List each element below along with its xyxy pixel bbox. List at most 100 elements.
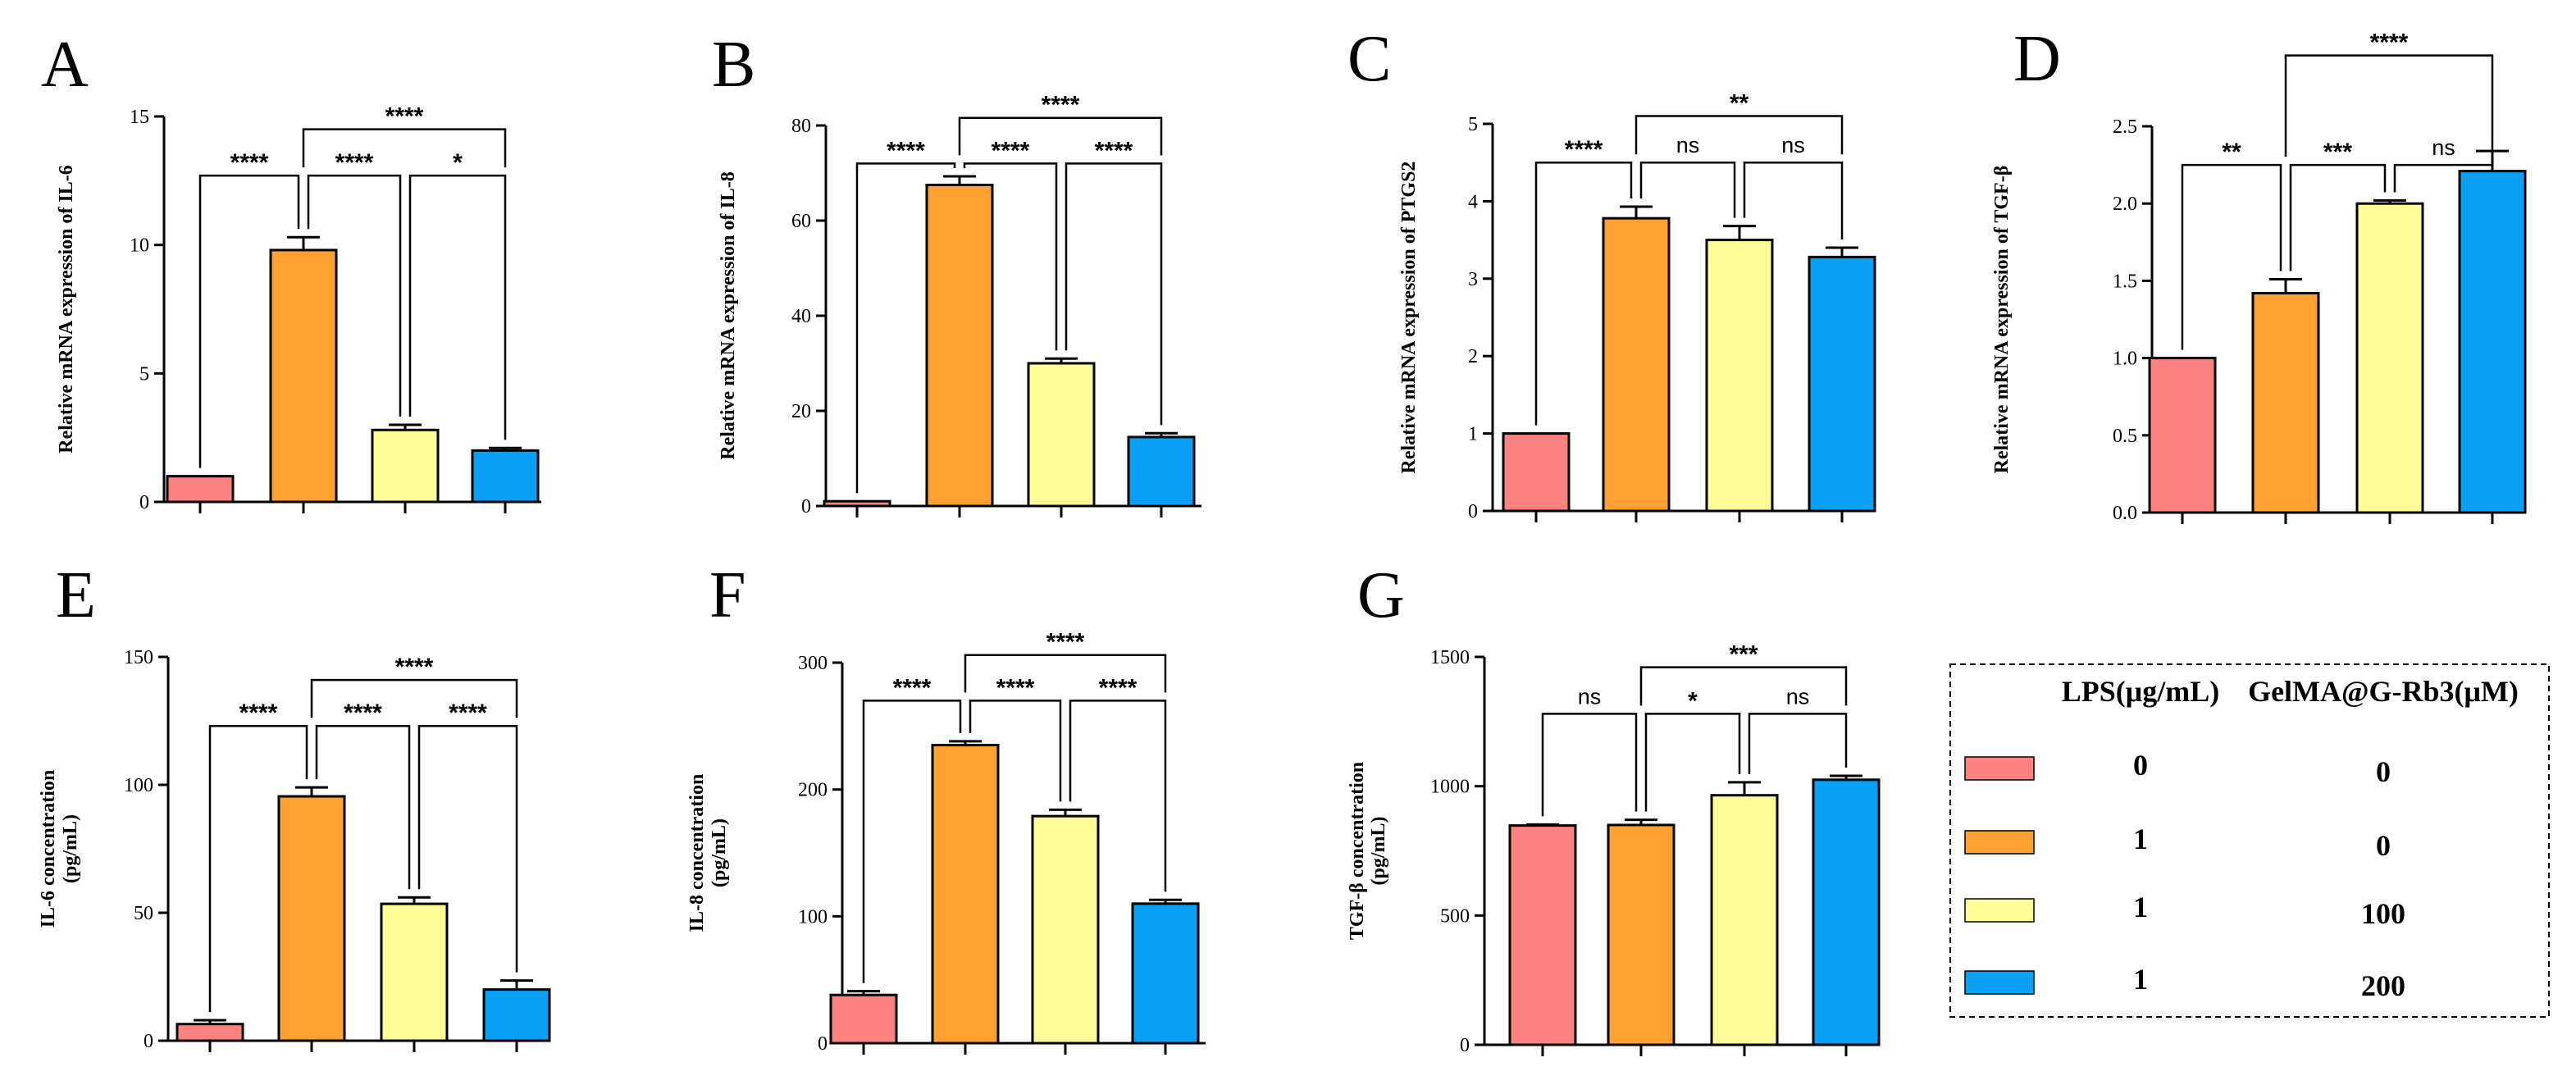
- bar: [1812, 778, 1881, 1046]
- significance-label: ****: [887, 137, 925, 164]
- bracket-line: [315, 724, 411, 890]
- significance-bracket: ****: [958, 92, 1163, 156]
- significance-bracket: *: [1644, 687, 1741, 812]
- bar: [2458, 170, 2527, 514]
- y-axis-title: TGF-β concentration: [1347, 762, 1368, 940]
- significance-bracket: **: [2181, 139, 2282, 350]
- legend-header-lps: LPS(μg/mL): [2062, 675, 2219, 708]
- significance-label: ****: [1565, 136, 1603, 163]
- y-tick-label: 0.5: [2113, 426, 2137, 447]
- panel-A: A 0 5 10 15 Relative mRNA expression of IL-6 *…: [41, 29, 541, 513]
- y-tick-label: 5: [139, 363, 149, 385]
- legend-border: [1949, 663, 2550, 1018]
- significance-label: ****: [449, 700, 487, 727]
- bar: [931, 744, 1000, 1045]
- y-tick-label: 300: [798, 653, 828, 674]
- legend-lps-value: 1: [2133, 891, 2148, 923]
- bar: [176, 1023, 244, 1042]
- legend-swatch: [1964, 898, 2035, 923]
- significance-label: ****: [335, 149, 374, 176]
- y-tick-label: 1000: [1430, 777, 1470, 798]
- bracket-line: [969, 700, 1062, 802]
- y-tick-label: 20: [791, 401, 811, 422]
- significance-bracket: ns: [1748, 684, 1848, 774]
- y-tick-label: 10: [130, 235, 149, 257]
- significance-label: ****: [239, 700, 278, 727]
- panel-letter: G: [1357, 559, 1405, 631]
- significance-label: ****: [1042, 92, 1080, 119]
- bar: [2251, 291, 2320, 514]
- bracket-line: [958, 116, 1163, 156]
- legend-header-gelma: GelMA@G-Rb3(μM): [2248, 675, 2519, 708]
- y-tick-label: 0: [139, 492, 149, 513]
- bar: [1027, 362, 1096, 508]
- y-tick-label: 150: [124, 647, 153, 668]
- bracket-line: [1644, 713, 1741, 812]
- bracket-line: [2393, 143, 2494, 193]
- legend-lps-value: 0: [2133, 749, 2148, 782]
- legend-swatch: [1964, 756, 2035, 781]
- significance-label: ns: [2432, 135, 2455, 160]
- y-tick-label: 0.0: [2113, 503, 2137, 524]
- bar: [1508, 824, 1577, 1046]
- significance-label: ****: [385, 103, 424, 130]
- bar: [2148, 357, 2217, 514]
- significance-bracket: ****: [2284, 30, 2494, 157]
- y-tick-label: 0: [818, 1033, 828, 1055]
- bar: [1602, 217, 1671, 513]
- bracket-line: [302, 128, 507, 168]
- y-tick-label: 40: [791, 306, 811, 327]
- y-axis-title-unit: (pg/mL): [60, 814, 81, 883]
- significance-bracket: ***: [2289, 139, 2387, 271]
- significance-label: *: [453, 149, 463, 176]
- significance-bracket: ****: [208, 700, 308, 1013]
- bar: [166, 475, 235, 504]
- panel-letter: E: [56, 559, 96, 631]
- significance-label: ns: [1578, 684, 1602, 709]
- y-tick-label: 5: [1468, 114, 1478, 135]
- y-tick-label: 4: [1468, 191, 1478, 212]
- bar: [482, 988, 551, 1042]
- legend-row: 1 200: [1964, 963, 2405, 1002]
- significance-bracket: ****: [307, 149, 402, 417]
- y-tick-label: 1.0: [2113, 349, 2137, 370]
- significance-label: ****: [1095, 137, 1133, 164]
- y-tick-label: 100: [798, 906, 828, 928]
- y-tick-label: 1: [1468, 424, 1478, 445]
- significance-label: ****: [344, 700, 382, 727]
- bracket-line: [408, 174, 507, 440]
- panel-G: G 0 500 1000 1500 TGF-β concentration (pg/mL) n…: [1347, 559, 1881, 1056]
- bracket-line: [1069, 700, 1167, 892]
- y-tick-label: 0: [801, 496, 811, 517]
- significance-label: ****: [230, 149, 269, 176]
- significance-bracket: ****: [963, 137, 1058, 351]
- legend-gelma-value: 100: [2361, 897, 2405, 930]
- y-tick-label: 500: [1440, 905, 1470, 927]
- legend-gelma-value: 0: [2376, 829, 2391, 862]
- significance-label: ****: [893, 674, 932, 701]
- y-tick-label: 0: [144, 1031, 153, 1052]
- bar: [1710, 794, 1779, 1046]
- legend-gelma-value: 0: [2376, 755, 2391, 788]
- bar: [471, 449, 540, 504]
- significance-bracket: ****: [1534, 136, 1633, 426]
- bracket-line: [1639, 666, 1848, 706]
- bracket-line: [208, 724, 308, 1013]
- y-tick-label: 15: [130, 107, 149, 128]
- legend-swatch: [1964, 830, 2035, 855]
- panel-D: D 0.0 0.5 1.0 1.5 2.0 2.5 Relative mRNA express…: [1991, 23, 2527, 524]
- bar: [1127, 435, 1196, 508]
- significance-bracket: ns: [1639, 133, 1736, 218]
- y-tick-label: 200: [798, 780, 828, 801]
- panel-letter: B: [712, 29, 755, 101]
- y-tick-label: 1.5: [2113, 271, 2137, 292]
- y-tick-label: 1500: [1430, 647, 1470, 668]
- significance-bracket: ns: [1743, 133, 1844, 240]
- y-tick-label: 80: [791, 116, 811, 137]
- panel-letter: C: [1347, 23, 1391, 95]
- significance-label: **: [2222, 139, 2241, 166]
